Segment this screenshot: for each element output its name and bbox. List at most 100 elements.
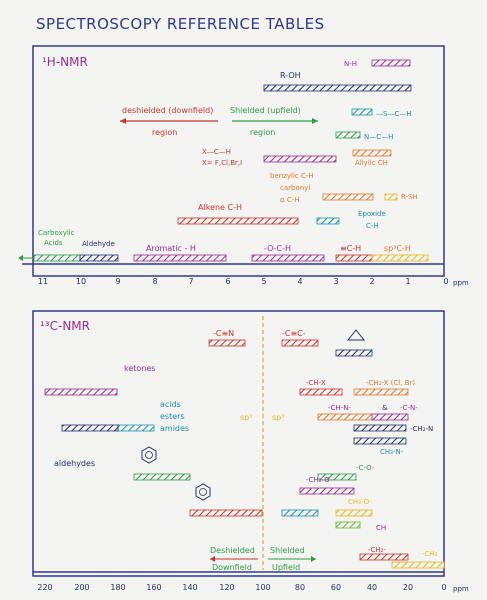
cnmr-tick: 200: [74, 583, 89, 592]
hnmr-tick: 7: [188, 277, 193, 286]
label-downfield-c: Downfield: [212, 563, 252, 572]
label-co: -C-O-: [356, 464, 375, 472]
band-allylic: [352, 149, 392, 157]
hnmr-ticks: 11 10 9 8 7 6 5 4 3 2 1 0 ppm: [38, 277, 469, 287]
label-aldehyde: Aldehyde: [82, 240, 115, 248]
label-nitrile: -C≡N: [213, 329, 234, 338]
cnmr-tick: 120: [219, 583, 234, 592]
hnmr-tick: 9: [115, 277, 120, 286]
hnmr-tick: 4: [297, 277, 302, 286]
cnmr-tick: 80: [295, 583, 305, 592]
label-sp3: sp³: [272, 413, 284, 422]
band-epoxide-c: [335, 349, 373, 357]
band-aldehyde: [79, 254, 119, 262]
band-benzylic: [322, 193, 374, 201]
hnmr-tick: 3: [333, 277, 338, 286]
band-ch2n: [353, 424, 407, 432]
cnmr-ticks: 220 200 180 160 140 120 100 80 60 40 20 …: [37, 583, 469, 593]
band-ch3o: [335, 509, 373, 517]
band-ch-n: [317, 413, 373, 421]
cnmr-title: ¹³C-NMR: [40, 319, 90, 333]
cnmr-tick: 140: [182, 583, 197, 592]
upfield-arrowhead-c-icon: [311, 556, 316, 562]
band-roh: [263, 84, 412, 92]
label-epoxide: Epoxide: [358, 210, 386, 218]
label-ch3: -CH₃: [422, 550, 438, 558]
label-amine-ch: N—C—H: [364, 133, 393, 141]
label-sp2: sp²: [240, 413, 252, 422]
label-ch: CH: [376, 524, 386, 532]
label-ch-n: -CH-N-: [328, 404, 351, 412]
hnmr-tick: 11: [38, 277, 48, 286]
band-ch3: [391, 561, 445, 569]
hnmr-tick: 1: [405, 277, 410, 286]
downfield-arrowhead-icon: [120, 118, 126, 124]
label-ch2n: -CH₂-N: [410, 425, 433, 433]
label-nh: N-H: [344, 60, 357, 68]
label-halo-bottom: X= F,Cl,Br,I: [202, 159, 242, 167]
band-haloalkane: [263, 155, 337, 163]
label-epoxide-ch: C-H: [366, 222, 379, 230]
label-upfield-c: Upfield: [272, 563, 300, 572]
label-c-n: -C-N-: [400, 404, 418, 412]
benzene-ring-icon: [141, 446, 157, 464]
band-ch3n: [353, 437, 407, 445]
band-amine-ch: [335, 131, 361, 139]
label-roh: R-OH: [280, 71, 301, 80]
band-nh: [371, 59, 411, 67]
hnmr-tick: 5: [261, 277, 266, 286]
label-deshielded-c: Deshielded: [210, 546, 255, 555]
label-ch3n: CH₃-N-: [380, 448, 404, 456]
label-amp: &: [382, 404, 388, 412]
label-allylic: Allylic CH: [355, 159, 388, 167]
label-alpha-ch: α C-H: [280, 196, 300, 204]
label-sulfide: —S—C—H: [376, 110, 412, 118]
band-halo-c: [299, 388, 343, 396]
band-nitrile: [208, 339, 246, 347]
band-rsh: [384, 193, 398, 201]
label-ether: -O-C-H: [264, 244, 291, 253]
label-ch2o: -CH₂-O-: [306, 476, 333, 484]
band-ch2: [359, 553, 409, 561]
region-right-label: region: [250, 128, 275, 137]
band-aldehydes: [61, 424, 119, 432]
cnmr-tick: 0: [441, 583, 446, 592]
band-alkyne-c: [281, 339, 319, 347]
shielded-label: Shielded (upfield): [230, 106, 301, 115]
hnmr-tick: 2: [369, 277, 374, 286]
label-ch2x: -CH₂-X (Cl, Br): [366, 379, 415, 387]
label-rsh: R-SH: [401, 193, 418, 201]
hnmr-tick: 8: [152, 277, 157, 286]
label-alkyne: ≡C-H: [340, 244, 361, 253]
band-aromatic-c: [133, 473, 191, 481]
band-aromatic: [133, 254, 227, 262]
label-carbonyl: carbonyl: [280, 184, 310, 192]
cnmr-axis-unit: ppm: [453, 585, 469, 593]
label-aldehydes: aldehydes: [54, 459, 95, 468]
label-sp3: sp³C-H: [384, 244, 411, 253]
label-carboxylic: Carboxylic: [38, 229, 75, 237]
band-ether-c: [281, 509, 319, 517]
band-c-n: [371, 413, 409, 421]
cnmr-panel: ¹³C-NMR 220 200 180 160 140 120 100 80 6…: [32, 310, 469, 593]
region-left-label: region: [152, 128, 177, 137]
cnmr-tick: 220: [37, 583, 52, 592]
cnmr-frame: [32, 310, 445, 577]
page-title: SPECTROSCOPY REFERENCE TABLES: [36, 15, 325, 33]
label-acids-c: acids: [160, 400, 181, 409]
label-ketones: ketones: [124, 364, 155, 373]
band-ether: [251, 254, 325, 262]
upfield-arrowhead-icon: [312, 118, 318, 124]
cnmr-tick: 160: [146, 583, 161, 592]
hnmr-title: ¹H-NMR: [42, 55, 88, 69]
cnmr-tick: 20: [403, 583, 413, 592]
label-halo-top: X—C—H: [202, 148, 231, 156]
hnmr-tick: 0: [443, 277, 448, 286]
band-ch2x: [353, 388, 409, 396]
downfield-arrowhead-c-icon: [210, 556, 215, 562]
label-ch2: -CH₂-: [368, 546, 386, 554]
cnmr-tick: 60: [331, 583, 341, 592]
carboxylic-arrowhead-icon: [18, 255, 23, 261]
band-ketones: [44, 388, 118, 396]
hnmr-tick: 10: [76, 277, 86, 286]
